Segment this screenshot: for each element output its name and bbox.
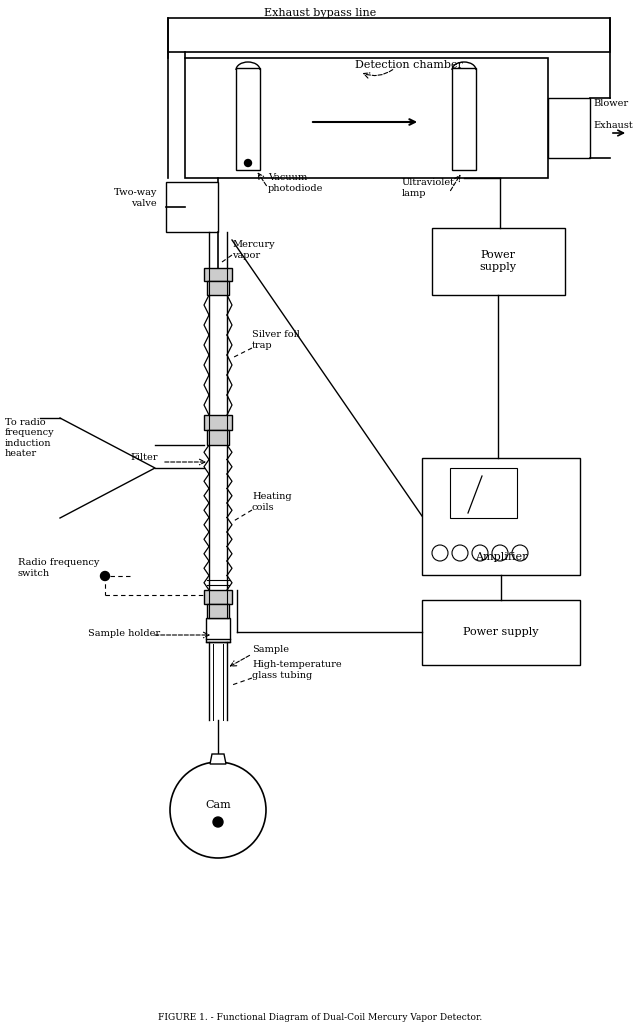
Text: Blower: Blower [593,99,628,107]
Text: Exhaust: Exhaust [593,122,633,131]
Bar [206,618,230,642]
Bar [185,58,548,178]
Text: Amplifier: Amplifier [475,552,527,562]
Polygon shape [210,754,226,764]
Text: Exhaust bypass line: Exhaust bypass line [264,8,376,18]
Circle shape [100,572,109,581]
Text: High-temperature
glass tubing: High-temperature glass tubing [252,660,342,680]
Bar [207,604,229,618]
Bar [422,600,580,665]
Bar [204,590,232,604]
Text: Ultraviolet
lamp: Ultraviolet lamp [402,178,455,198]
Text: Cam: Cam [205,800,231,810]
Text: Two-way
valve: Two-way valve [114,188,157,208]
Text: Sample: Sample [252,646,289,654]
Text: To radio
frequency
induction
heater: To radio frequency induction heater [5,418,54,458]
Bar [204,415,232,430]
Bar [207,430,229,445]
Text: Filter: Filter [130,453,157,462]
Text: FIGURE 1. - Functional Diagram of Dual-Coil Mercury Vapor Detector.: FIGURE 1. - Functional Diagram of Dual-C… [158,1014,482,1023]
Bar [450,468,517,518]
Text: Mercury
vapor: Mercury vapor [232,240,275,260]
Text: Power supply: Power supply [463,627,539,637]
Text: Silver foil
trap: Silver foil trap [252,331,300,350]
Text: Sample holder: Sample holder [88,628,160,638]
Bar [166,182,218,232]
Bar [168,18,610,52]
Bar [236,68,260,170]
Text: Vacuum
photodiode: Vacuum photodiode [268,173,323,193]
Bar [452,68,476,170]
Circle shape [245,160,252,167]
Bar [204,268,232,281]
Bar [207,281,229,295]
Bar [432,228,565,295]
Text: Power
supply: Power supply [479,250,516,272]
Text: Radio frequency
switch: Radio frequency switch [18,558,100,578]
Bar [422,458,580,575]
Text: Detection chamber: Detection chamber [355,60,463,70]
Circle shape [213,817,223,827]
Text: Heating
coils: Heating coils [252,492,291,512]
Bar [548,98,590,158]
